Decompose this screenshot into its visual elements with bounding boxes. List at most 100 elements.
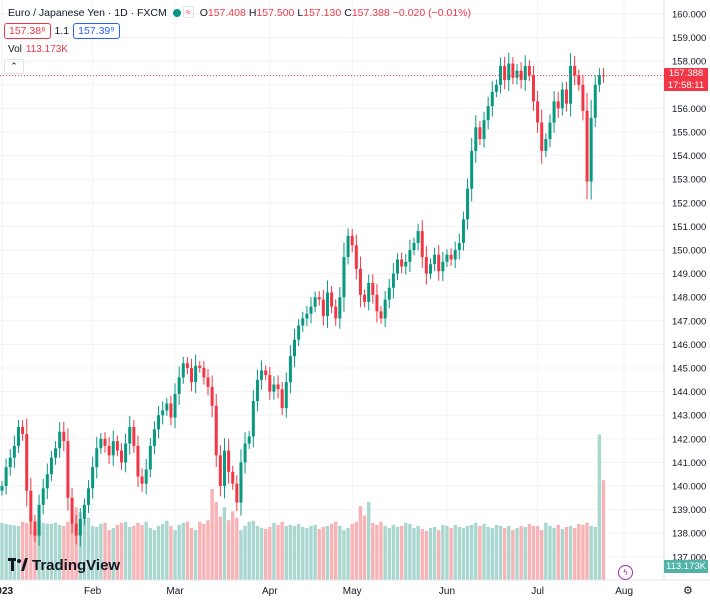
volume-bar [99,523,103,580]
x-tick-label: May [343,586,362,597]
volume-bar [535,525,540,580]
candle-body [499,65,503,85]
high-label: H [248,7,257,19]
volume-bar [366,502,371,580]
candle-body [379,311,383,319]
volume-bar [502,528,507,580]
volume-bar [548,525,552,580]
volume-bar [325,525,330,580]
volume-bar [185,521,190,580]
volume-bar [20,521,25,580]
open-value: 157.408 [207,7,246,19]
candle-body [268,375,272,392]
candle-body [21,427,25,435]
volume-bar [247,521,251,580]
x-tick-label: Jun [439,586,455,597]
volume-bar [474,522,478,580]
low-value: 157.130 [303,7,342,19]
volume-bar [523,526,527,580]
instrument-title[interactable]: Euro / Japanese Yen · 1D · FXCM [8,7,167,19]
volume-bar [53,522,58,580]
volume-bar [395,526,400,580]
candle-body [354,245,358,269]
candle-body [581,84,585,111]
volume-bar [16,525,21,580]
candle-body [243,443,247,463]
volume-bar [25,522,29,580]
candle-body [16,427,20,446]
volume-bar [428,528,433,580]
candle-body [190,368,194,383]
volume-bar [156,525,161,580]
chart-grid [0,0,664,580]
candle-body [115,441,119,451]
candle-body [305,313,309,319]
y-tick-label: 149.000 [672,269,706,280]
flash-icon[interactable]: ϟ [618,565,633,580]
volume-bar [280,521,284,580]
buy-button[interactable]: 157.39⁹ [73,23,120,39]
candle-body [210,386,214,406]
volume-value: 113.173K [25,44,68,55]
candle-body [515,70,519,78]
candle-body [185,363,189,368]
x-tick-label: Jul [531,586,544,597]
sell-button[interactable]: 157.38⁸ [4,23,51,39]
collapse-legend-chevron-icon[interactable]: ⌃ [4,59,24,74]
volume-bar [12,525,17,580]
volume-bar [346,528,350,580]
volume-bar [255,525,260,580]
candle-body [490,91,494,107]
volume-bar [128,526,132,580]
gear-icon[interactable]: ⚙ [683,585,693,597]
candle-body [181,363,185,378]
candle-body [144,469,148,484]
volume-bar [317,529,321,580]
volume-bar [243,525,247,580]
candle-body [358,268,362,295]
volume-bar [568,525,573,580]
candle-body [523,65,527,81]
candle-body [325,292,329,317]
volume-bar [169,525,173,580]
candle-body [350,235,354,246]
countdown-badge: 17:58:11 [664,80,708,91]
candle-body [416,231,420,243]
volume-bar [445,525,449,580]
volume-bar [231,511,235,580]
y-tick-label: 140.000 [672,482,706,493]
volume-bar [527,523,532,580]
candle-body [470,150,474,189]
market-open-dot-icon [172,9,181,17]
volume-bar [507,525,511,580]
volume-bar [288,524,293,580]
candle-body [531,75,535,102]
candle-body [569,65,573,104]
candle-body [239,462,243,503]
y-tick-label: 146.000 [672,340,706,351]
volume-bar [4,523,8,580]
candle-body [41,488,45,505]
high-value: 157.500 [256,7,295,19]
candle-body [173,393,177,418]
volume-bar [29,515,33,580]
candle-body [66,441,70,498]
tradingview-logo-icon [8,558,28,571]
volume-bar [416,525,420,580]
y-tick-label: 159.000 [672,33,706,44]
volume-bar [469,524,474,580]
volume-bar [226,520,231,580]
volume-bar [420,529,424,580]
candles [0,52,606,547]
candle-body [441,261,445,272]
volume-bar [581,524,585,580]
candle-body [272,384,276,392]
volume-bar [160,523,165,580]
volume-bar [8,524,12,580]
candle-body [301,318,305,326]
candle-body [54,448,58,458]
volume-bar [515,528,519,580]
candle-body [132,427,136,446]
wave-icon[interactable]: ≈ [182,6,194,18]
